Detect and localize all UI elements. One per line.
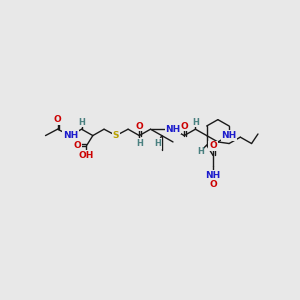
Text: OH: OH (79, 151, 94, 160)
Text: H: H (192, 118, 199, 127)
Text: NH: NH (165, 125, 181, 134)
Text: O: O (54, 115, 61, 124)
Text: O: O (209, 141, 217, 150)
Text: H: H (78, 118, 85, 127)
Text: H: H (154, 139, 161, 148)
Text: H: H (197, 147, 204, 156)
Text: S: S (113, 131, 119, 140)
Text: O: O (209, 181, 217, 190)
Text: NH: NH (221, 131, 237, 140)
Text: O: O (74, 141, 82, 150)
Text: H: H (136, 139, 143, 148)
Text: O: O (135, 122, 143, 130)
Text: NH: NH (206, 171, 221, 180)
Text: O: O (180, 122, 188, 130)
Text: NH: NH (63, 131, 78, 140)
